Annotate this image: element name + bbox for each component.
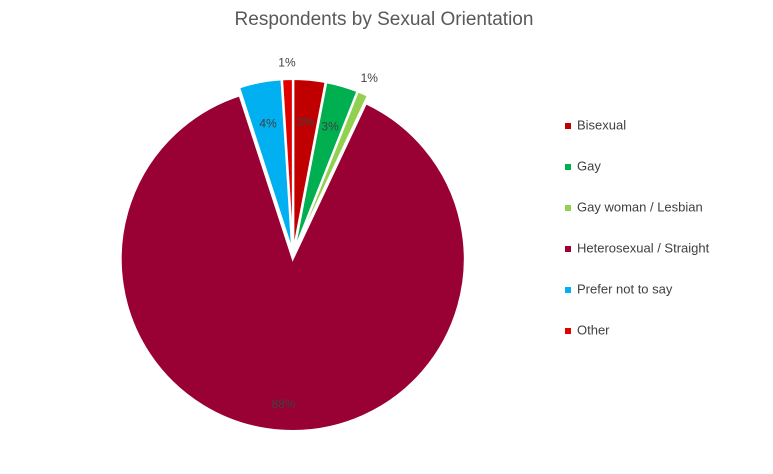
pie-slice xyxy=(293,90,370,252)
legend-swatch xyxy=(565,123,571,129)
legend-label: Other xyxy=(577,322,610,337)
legend-label: Gay xyxy=(577,158,601,173)
pie-slice xyxy=(119,94,466,432)
data-label: 1% xyxy=(278,55,296,69)
legend-swatch xyxy=(565,328,571,334)
legend-label: Heterosexual / Straight xyxy=(577,240,710,255)
legend-label: Bisexual xyxy=(577,117,626,132)
legend-swatch xyxy=(565,164,571,170)
pie-slice xyxy=(281,78,294,252)
data-label: 88% xyxy=(272,397,296,411)
legend-swatch xyxy=(565,246,571,252)
legend-swatch xyxy=(565,205,571,211)
data-label: 1% xyxy=(361,71,379,85)
legend-swatch xyxy=(565,287,571,293)
legend-label: Gay woman / Lesbian xyxy=(577,199,703,214)
data-label: 4% xyxy=(259,117,277,131)
data-label: 3% xyxy=(321,119,339,133)
data-label: 3% xyxy=(297,115,315,129)
legend-label: Prefer not to say xyxy=(577,281,673,296)
chart-title: Respondents by Sexual Orientation xyxy=(235,9,534,30)
